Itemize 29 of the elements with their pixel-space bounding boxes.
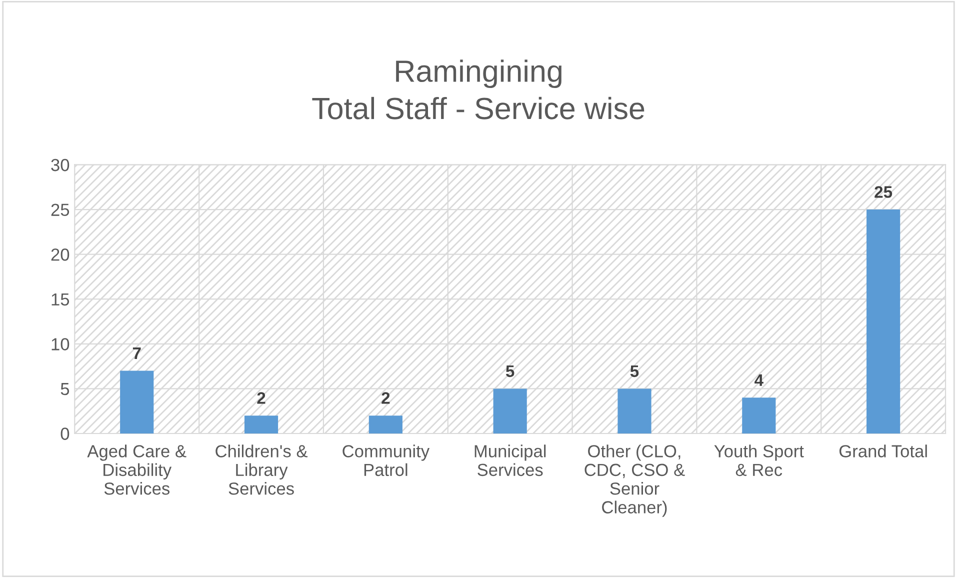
x-tick-label: Aged Care & Disability Services xyxy=(87,444,186,495)
data-label: 5 xyxy=(630,365,639,378)
bar xyxy=(120,370,154,434)
x-tick-label: Municipal Services xyxy=(474,444,546,476)
data-label: 2 xyxy=(257,392,266,404)
y-tick-label: 20 xyxy=(51,248,70,261)
data-label: 4 xyxy=(754,374,764,386)
x-tick-label: Grand Total xyxy=(839,444,927,458)
chart-title: Ramingining Total Staff - Service wise xyxy=(312,60,644,120)
bar xyxy=(493,388,527,434)
x-tick-label: Community Patrol xyxy=(342,444,430,476)
y-tick-label: 15 xyxy=(52,293,70,306)
x-tick-label: Youth Sport & Rec xyxy=(714,444,804,476)
y-tick-label: 30 xyxy=(51,158,70,172)
y-tick-label: 25 xyxy=(51,204,70,216)
data-label: 25 xyxy=(874,186,892,198)
bar xyxy=(368,416,402,434)
data-label: 5 xyxy=(506,365,514,378)
x-tick-label: Children's & Library Services xyxy=(216,444,308,495)
y-tick-label: 10 xyxy=(52,338,70,350)
bar xyxy=(866,210,900,434)
data-label: 7 xyxy=(132,348,141,359)
bar xyxy=(618,388,652,434)
bar xyxy=(244,416,278,434)
x-tick-label: Other (CLO, CDC, CSO & Senior Cleaner) xyxy=(584,444,685,517)
y-tick-label: 5 xyxy=(60,383,70,396)
y-tick-label: 0 xyxy=(60,428,70,440)
bar xyxy=(742,398,776,434)
data-label: 2 xyxy=(382,392,390,404)
